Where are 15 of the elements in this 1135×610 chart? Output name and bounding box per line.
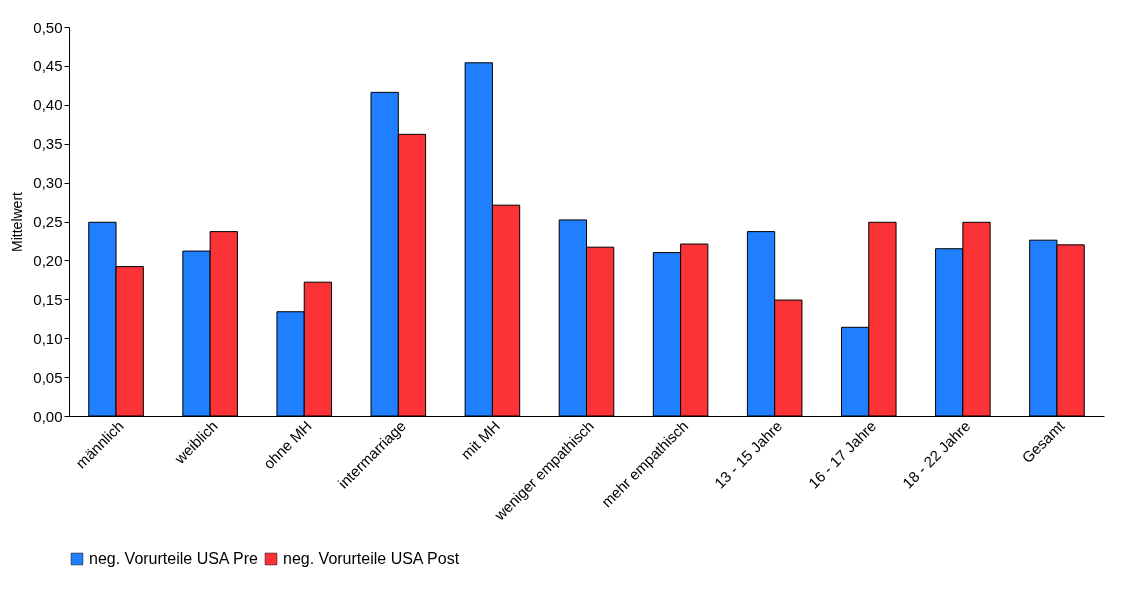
y-tick-label: 0,50	[33, 18, 63, 36]
legend-label: neg. Vorurteile USA Post	[283, 550, 460, 567]
y-tick-label: 0,35	[33, 135, 63, 153]
y-tick-label: 0,45	[33, 57, 63, 75]
y-tick-label: 0,15	[33, 290, 63, 308]
y-tick-label: 0,20	[33, 251, 63, 269]
y-tick-label: 0,05	[33, 368, 63, 386]
y-tick-label: 0,30	[33, 174, 63, 192]
y-tick-label: 0,10	[33, 329, 63, 347]
y-tick-label: 0,25	[33, 213, 63, 230]
y-axis-title: Mittelwert	[9, 191, 26, 252]
y-tick-label: 0,40	[33, 96, 63, 114]
legend-label: neg. Vorurteile USA Pre	[89, 550, 259, 567]
x-tick-label: mit MH	[457, 417, 504, 463]
y-tick-label: 0,00	[33, 407, 63, 425]
